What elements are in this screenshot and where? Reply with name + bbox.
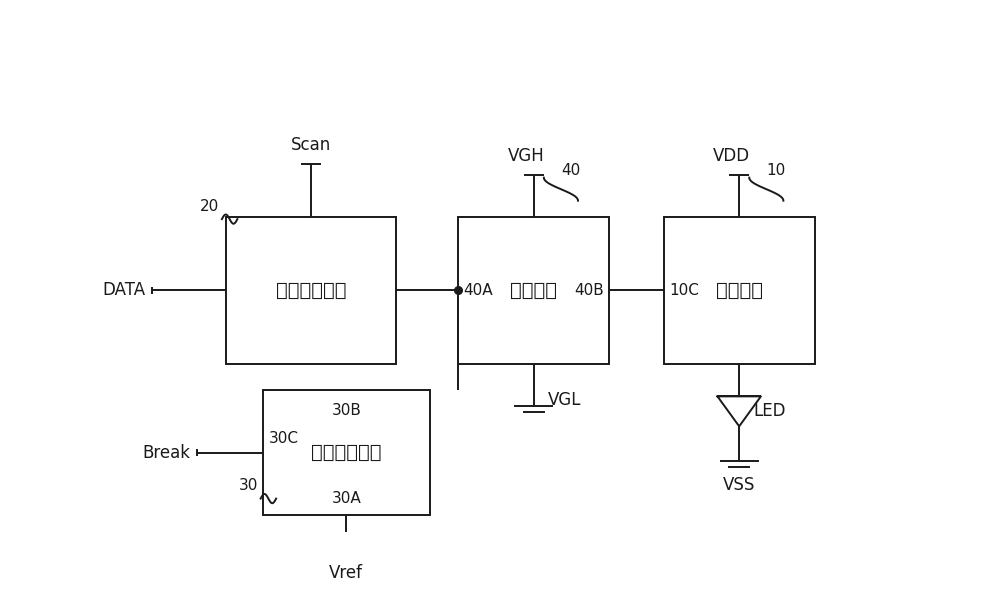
Text: LED: LED <box>753 402 786 420</box>
Text: 亮度调节模块: 亮度调节模块 <box>311 443 382 462</box>
Text: 20: 20 <box>200 199 220 213</box>
Text: DATA: DATA <box>103 282 146 300</box>
Text: 40A: 40A <box>464 283 493 298</box>
Bar <box>664 217 815 364</box>
Text: VDD: VDD <box>713 147 750 165</box>
Text: 数据写入模块: 数据写入模块 <box>276 281 346 300</box>
Text: 30B: 30B <box>331 403 361 418</box>
Bar <box>263 390 430 515</box>
Text: VSS: VSS <box>723 476 755 494</box>
Bar <box>458 217 609 364</box>
Text: 驱动模块: 驱动模块 <box>716 281 763 300</box>
Text: Vref: Vref <box>329 565 363 582</box>
Text: 存储模块: 存储模块 <box>510 281 557 300</box>
Text: VGL: VGL <box>548 391 581 409</box>
Text: 30A: 30A <box>331 492 361 507</box>
Text: 40: 40 <box>561 163 580 178</box>
Text: 30C: 30C <box>268 431 298 446</box>
Text: 10: 10 <box>766 163 786 178</box>
Text: 40B: 40B <box>574 283 604 298</box>
Text: Scan: Scan <box>291 136 331 154</box>
Text: Break: Break <box>143 444 191 462</box>
Text: 10C: 10C <box>669 283 699 298</box>
Text: VGH: VGH <box>508 147 544 165</box>
Bar <box>226 217 396 364</box>
Text: 30: 30 <box>239 478 258 493</box>
